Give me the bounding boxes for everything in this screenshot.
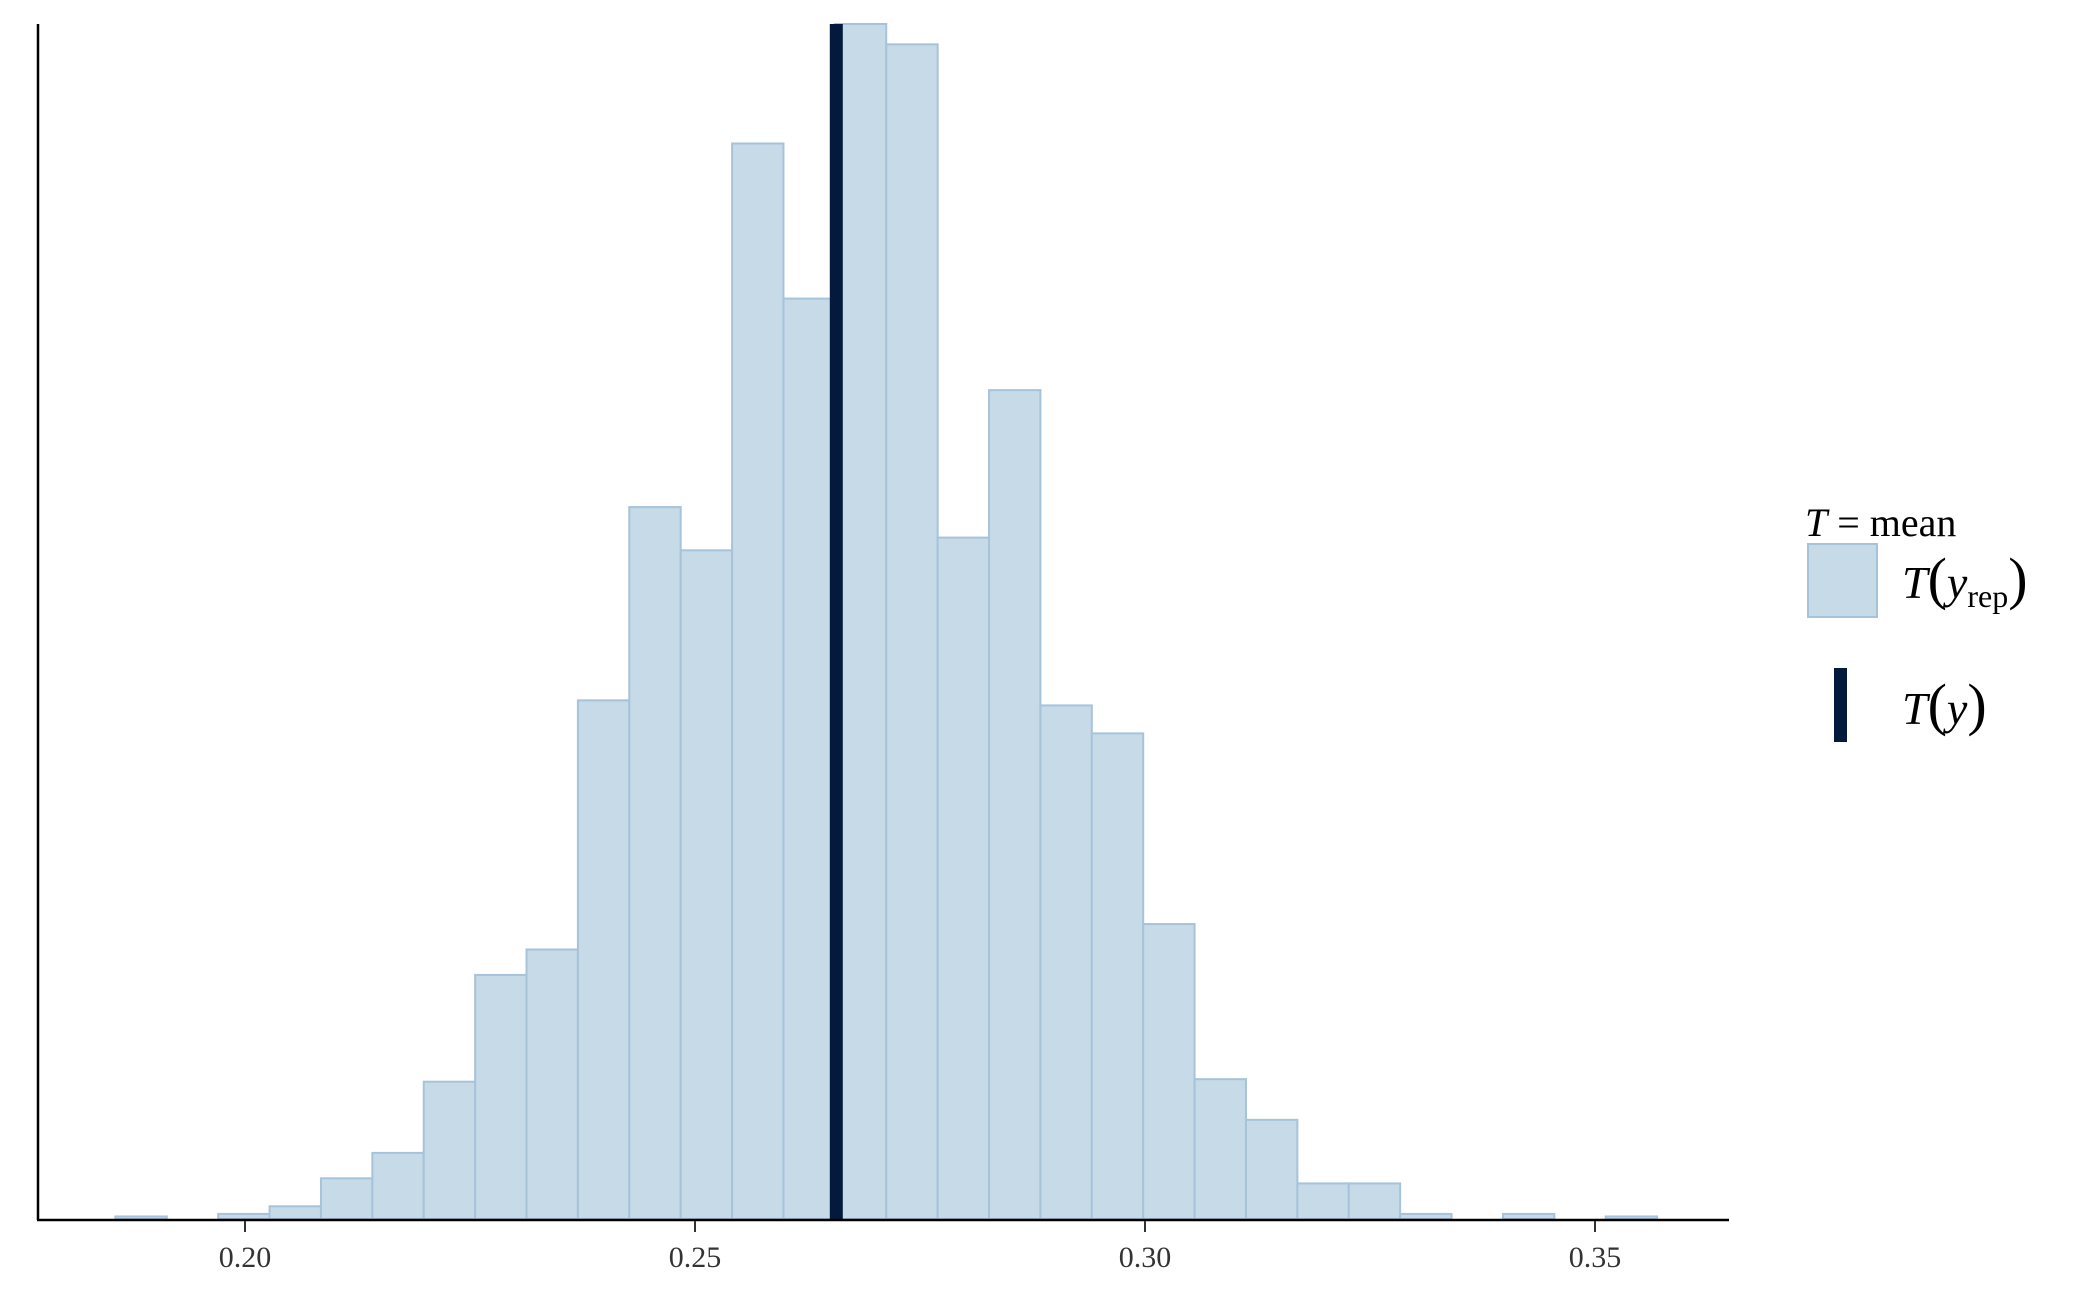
- x-tick-label: 0.35: [1569, 1241, 1622, 1274]
- legend-key-yrep: [1807, 543, 1878, 618]
- x-tick-label: 0.20: [219, 1241, 272, 1274]
- histogram-bar: [1142, 923, 1196, 1220]
- legend-T: T: [1902, 683, 1931, 734]
- histogram-bar: [1604, 1215, 1659, 1220]
- histogram-bar: [474, 973, 528, 1221]
- histogram-bar: [1039, 704, 1093, 1220]
- legend-paren: (: [1928, 546, 1947, 611]
- histogram-bar: [1193, 1078, 1247, 1220]
- histogram-bar: [114, 1215, 168, 1220]
- histogram-bar: [628, 506, 682, 1221]
- legend-title-T: T: [1805, 500, 1830, 545]
- histogram-bar: [885, 43, 939, 1220]
- histogram-bar: [1090, 732, 1145, 1220]
- x-axis-ticks: 0.20 0.25 0.30 0.35: [219, 1221, 1622, 1274]
- x-tick-label: 0.25: [669, 1241, 722, 1274]
- histogram-bar: [217, 1212, 271, 1221]
- histogram-bar: [936, 536, 991, 1220]
- observed-stat-line: [829, 24, 843, 1219]
- legend-title-rest: = mean: [1827, 500, 1956, 545]
- histogram-bar: [319, 1177, 374, 1220]
- x-tick-label: 0.30: [1119, 1241, 1172, 1274]
- histogram-bar: [1501, 1212, 1556, 1221]
- histogram-bar: [1347, 1182, 1402, 1221]
- histogram-bar: [371, 1151, 425, 1221]
- legend-label-y: T(y): [1902, 672, 1987, 737]
- legend-var: y: [1943, 557, 1968, 608]
- legend: T = mean T(yrep) T(y): [1805, 500, 2028, 742]
- legend-title: T = mean: [1805, 500, 1956, 545]
- histogram-bar: [731, 142, 785, 1220]
- histogram-bar: [268, 1205, 322, 1220]
- legend-paren: ): [1967, 672, 1986, 737]
- legend-var: y: [1943, 683, 1968, 734]
- legend-key-y: [1834, 668, 1847, 742]
- histogram-bar: [679, 549, 734, 1220]
- histogram-bars: [114, 23, 1659, 1221]
- histogram-bar: [1296, 1182, 1350, 1221]
- histogram-bar: [1244, 1118, 1299, 1221]
- legend-label-yrep: T(yrep): [1902, 546, 2028, 614]
- histogram-bar: [422, 1080, 477, 1221]
- histogram-bar: [1399, 1212, 1453, 1221]
- legend-paren: (: [1928, 672, 1947, 737]
- legend-sub: rep: [1967, 578, 2008, 614]
- histogram-bar: [988, 389, 1042, 1220]
- legend-paren: ): [2008, 546, 2027, 611]
- histogram-bar: [576, 699, 631, 1220]
- histogram-bar: [782, 297, 836, 1220]
- histogram-bar: [833, 23, 888, 1220]
- legend-T: T: [1902, 557, 1931, 608]
- histogram-bar: [525, 948, 579, 1221]
